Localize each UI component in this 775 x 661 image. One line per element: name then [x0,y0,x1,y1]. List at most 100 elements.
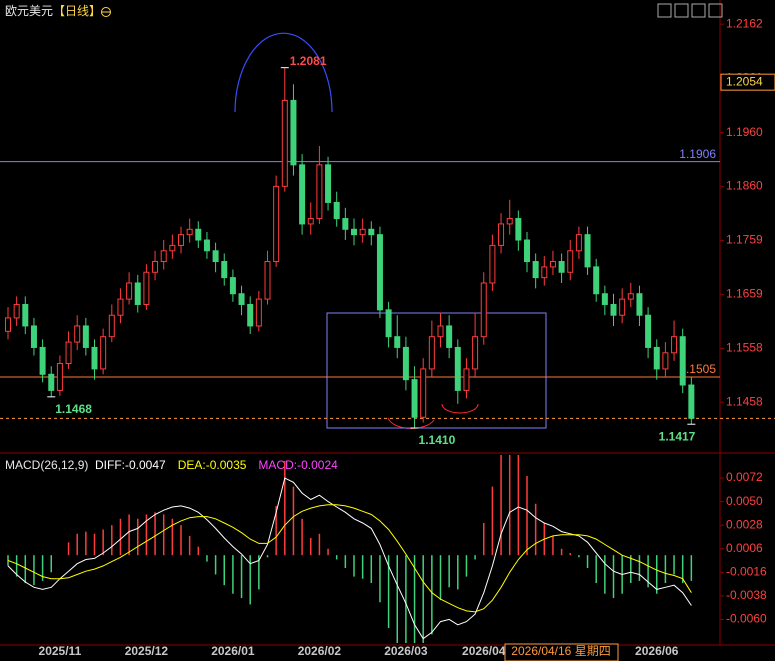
x-tick-label: 2026/02 [298,644,342,658]
legend-value: -0.0047 [125,458,166,472]
candle-body [593,266,600,295]
y-tick-label: 1.2162 [726,16,763,30]
cursor-date-box [504,643,619,661]
candle-body [627,293,634,300]
candle-body [411,379,418,418]
candle-body [22,303,29,327]
candle-body [428,336,435,370]
candle-body [636,293,643,316]
annotation-label: 1.1410 [419,433,456,447]
candle-body [255,298,262,327]
cursor-date: 2026/04/16 星期四 [511,644,610,658]
candle-body [325,164,332,203]
cursor-price: 1.2054 [726,74,763,88]
candle-body [264,261,271,300]
candle-body [575,234,582,252]
y-tick-label: 0.0028 [726,517,763,531]
candle-body [238,293,245,305]
candle-body [169,244,176,252]
candle-body [13,303,20,319]
candle-body [420,368,427,418]
candle-body [446,325,453,348]
y-tick-label: 0.0050 [726,494,763,508]
candle-body [368,228,375,236]
horizontal-line-label: 1.1906 [679,147,716,161]
cursor-price-box [720,73,775,91]
candle-body [117,298,124,316]
y-tick-label: 1.1458 [726,394,763,408]
candle-body [56,363,63,391]
candle-body [39,346,46,375]
candle-body [299,164,306,225]
y-tick-label: 1.1558 [726,341,763,355]
box-drawing [326,312,547,429]
candle-body [212,250,219,263]
candle-body [281,99,288,187]
chart-subtitle: 【日线】 [53,4,101,18]
candle-body [100,336,107,370]
candle-body [619,298,626,316]
candle-body [662,352,669,370]
x-tick-label: 2025/12 [125,644,169,658]
candle-body [394,336,401,348]
candle-body [333,201,340,220]
candle-body [195,228,202,241]
tool-button[interactable] [674,3,689,18]
macd-line [7,477,692,640]
candle-body [506,218,513,225]
candle-body [74,325,81,343]
x-tick-label: 2026/06 [635,644,679,658]
candle-body [307,218,314,225]
candle-body [221,261,228,279]
candle-body [134,282,141,305]
candle-body [247,303,254,327]
candle-body [402,346,409,381]
candle-body [688,384,695,419]
candle-body [48,373,55,391]
candle-body [549,261,556,268]
candle-body [65,341,72,365]
legend-name: DEA: [178,458,206,472]
candle-body [437,325,444,338]
y-tick-label: -0.0016 [726,564,767,578]
candle-body [351,228,357,236]
tool-button[interactable] [708,3,723,18]
toolbar [657,3,723,18]
candle-body [108,314,115,338]
candle-body [653,346,660,370]
candle-body [376,234,383,311]
candle-body [290,99,297,166]
candle-body [5,317,11,332]
candle-body [472,336,479,370]
y-tick-label: 1.1860 [726,179,763,193]
candle-body [601,293,608,305]
candle-body [186,228,193,236]
x-tick-label: 2026/03 [384,644,428,658]
tool-button[interactable] [691,3,706,18]
macd-title: MACD(26,12,9) [5,458,88,472]
candle-body [480,282,487,338]
annotation-label: 1.1417 [659,429,696,443]
candle-body [524,239,530,263]
candle-body [515,218,522,241]
x-tick-label: 2026/04 [462,644,506,658]
candle-body [541,266,548,279]
candle-body [273,185,280,263]
horizontal-line-label: 1.1505 [679,362,716,376]
candle-body [359,228,366,236]
candle-body [160,250,167,263]
y-tick-label: 0.0072 [726,470,763,484]
candle-body [229,277,236,295]
x-tick-label: 2026/01 [211,644,255,658]
y-tick-label: 1.1960 [726,125,763,139]
candle-body [679,336,686,386]
x-tick-label: 2025/11 [39,644,82,658]
candle-body [143,271,150,305]
chart-title: 欧元美元 [5,4,53,18]
candle-body [342,218,349,230]
candle-body [203,239,210,252]
tool-button[interactable] [657,3,672,18]
arc-drawing [234,32,333,113]
legend-name: MACD: [258,458,297,472]
